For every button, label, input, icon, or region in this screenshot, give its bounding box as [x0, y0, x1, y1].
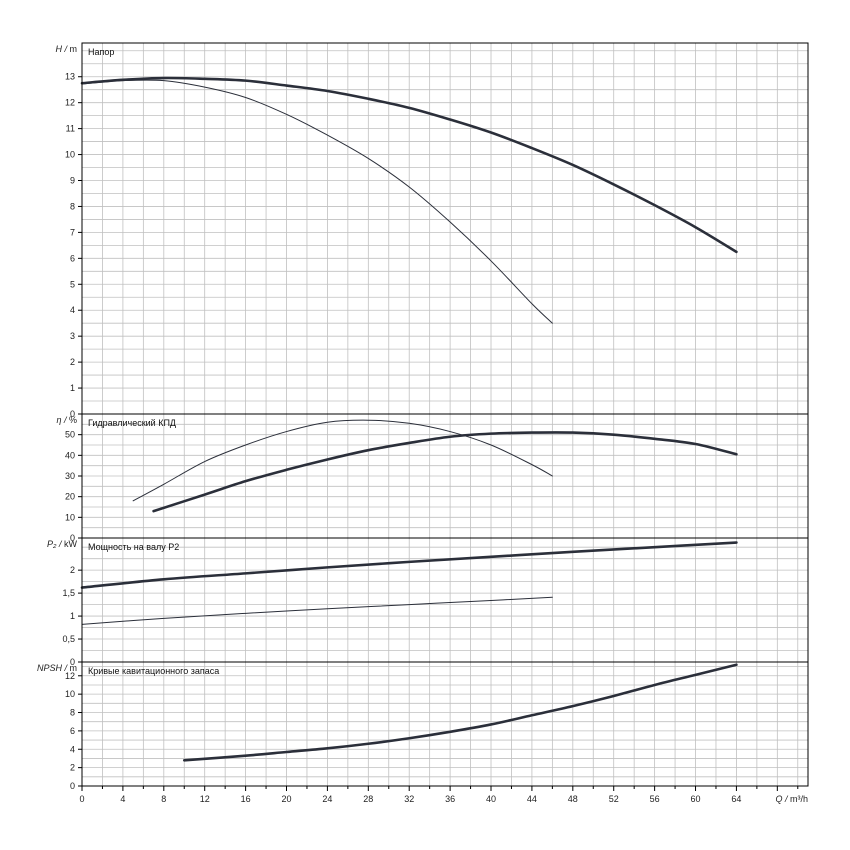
panel-title: Кривые кавитационного запаса: [88, 666, 219, 676]
y-tick-label: 0: [70, 533, 75, 543]
y-tick-label: 10: [65, 150, 75, 160]
y-tick-label: 30: [65, 471, 75, 481]
x-tick-label: 16: [241, 794, 251, 804]
y-axis-unit: m: [70, 663, 78, 673]
y-tick-label: 0: [70, 409, 75, 419]
y-tick-label: 0,5: [62, 634, 75, 644]
x-tick-label: 20: [281, 794, 291, 804]
y-axis-symbol: P₂: [47, 539, 57, 549]
y-axis-symbol: NPSH: [37, 663, 63, 673]
panel-title: Мощность на валу P2: [88, 542, 179, 552]
y-tick-label: 2: [70, 565, 75, 575]
y-tick-label: 8: [70, 201, 75, 211]
panel-title: Гидравлический КПД: [88, 418, 176, 428]
x-tick-label: 48: [568, 794, 578, 804]
y-axis-label: NPSH / m: [37, 663, 77, 673]
y-axis-symbol: H: [55, 44, 62, 54]
curve-thick-series-0: [80, 541, 738, 589]
y-tick-label: 1,5: [62, 588, 75, 598]
y-tick-label: 50: [65, 430, 75, 440]
y-tick-label: 3: [70, 331, 75, 341]
x-tick-label: 24: [322, 794, 332, 804]
y-axis-unit: kW: [64, 539, 78, 549]
y-tick-label: 6: [70, 253, 75, 263]
y-tick-label: 8: [70, 708, 75, 718]
curve-thin-series-1: [81, 596, 553, 625]
y-tick-label: 2: [70, 763, 75, 773]
y-axis-symbol: η: [56, 415, 61, 425]
curve-thick-series-0: [80, 76, 738, 254]
x-tick-label: 60: [691, 794, 701, 804]
x-tick-label: 28: [363, 794, 373, 804]
y-tick-label: 0: [70, 657, 75, 667]
y-tick-label: 9: [70, 176, 75, 186]
y-tick-label: 12: [65, 671, 75, 681]
y-tick-label: 11: [66, 124, 75, 134]
y-tick-label: 12: [65, 98, 75, 108]
x-tick-label: 52: [609, 794, 619, 804]
y-axis-label: H / m: [55, 44, 77, 54]
y-axis-unit: %: [69, 415, 77, 425]
y-tick-label: 4: [70, 744, 75, 754]
y-axis-label: P₂ / kW: [47, 539, 77, 549]
y-tick-label: 2: [70, 357, 75, 367]
y-tick-label: 10: [65, 512, 75, 522]
y-tick-label: 0: [70, 781, 75, 791]
panel-title: Напор: [88, 47, 114, 57]
x-axis-symbol: Q: [775, 794, 782, 804]
y-tick-label: 7: [70, 227, 75, 237]
x-tick-label: 0: [79, 794, 84, 804]
x-axis-label: Q / m³/h: [775, 794, 808, 804]
curve-thick-series-0: [152, 431, 738, 513]
x-tick-label: 8: [161, 794, 166, 804]
y-tick-label: 10: [65, 689, 75, 699]
x-tick-label: 12: [200, 794, 210, 804]
panel-frame: [81, 537, 809, 663]
x-tick-label: 4: [120, 794, 125, 804]
y-tick-label: 4: [70, 305, 75, 315]
y-tick-label: 40: [65, 450, 75, 460]
x-tick-label: 40: [486, 794, 496, 804]
curve-thin-series-1: [132, 419, 553, 502]
x-axis-unit: m³/h: [790, 794, 808, 804]
y-tick-label: 1: [70, 383, 75, 393]
x-tick-label: 56: [650, 794, 660, 804]
y-tick-label: 6: [70, 726, 75, 736]
x-tick-label: 44: [527, 794, 537, 804]
y-tick-label: 20: [65, 492, 75, 502]
x-tick-label: 36: [445, 794, 455, 804]
panel-frame: [81, 661, 809, 787]
x-tick-label: 32: [404, 794, 414, 804]
curve-thin-series-1: [81, 79, 553, 324]
y-axis-label: η / %: [56, 415, 77, 425]
y-axis-unit: m: [70, 44, 78, 54]
y-tick-label: 13: [65, 72, 75, 82]
y-tick-label: 1: [70, 611, 75, 621]
x-tick-label: 64: [731, 794, 741, 804]
curve-thick-series-0: [182, 663, 738, 762]
y-tick-label: 5: [70, 279, 75, 289]
